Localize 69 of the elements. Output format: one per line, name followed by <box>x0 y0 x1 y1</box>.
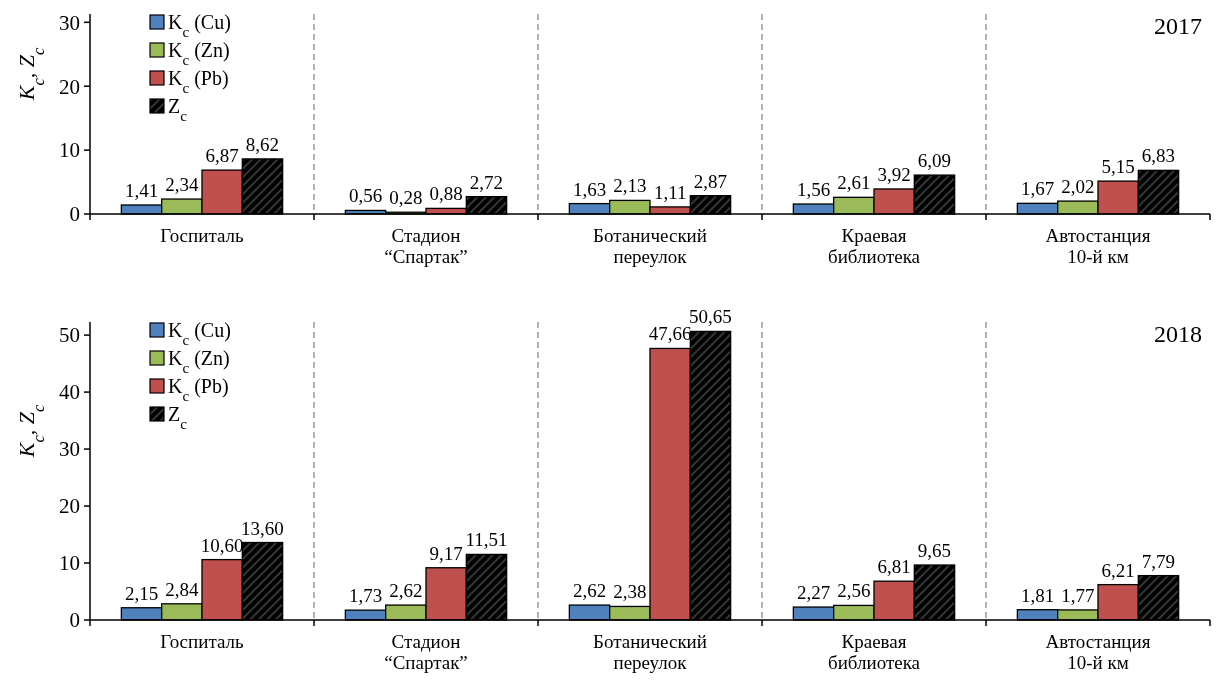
data-label: 2,56 <box>837 580 871 602</box>
x-tick-label: Ботанический переулок <box>593 225 707 267</box>
x-tick-label: Госпиталь <box>160 225 244 246</box>
y-tick-label: 0 <box>69 608 80 633</box>
y-tick-label: 30 <box>59 437 80 462</box>
data-label: 3,92 <box>877 163 911 185</box>
data-label: 0,56 <box>348 185 383 207</box>
data-label: 2,61 <box>837 172 871 194</box>
data-label: 8,62 <box>245 133 280 155</box>
annotation: 2017 <box>1154 13 1202 39</box>
x-tick-label: Автостанция 10-й км <box>1045 631 1151 673</box>
data-label: 1,63 <box>572 178 607 200</box>
x-tick-label: Краевая библиотека <box>827 225 921 267</box>
data-label: 1,81 <box>1020 584 1055 606</box>
x-tick-label: Стадион “Спартак” <box>384 225 468 267</box>
data-label: 2,62 <box>572 580 607 602</box>
y-tick-label: 30 <box>59 10 80 35</box>
data-label: 13,60 <box>241 517 284 539</box>
y-tick-label: 20 <box>59 74 80 99</box>
x-tick-label: Госпиталь <box>160 631 244 652</box>
data-label: 2,15 <box>124 582 159 604</box>
data-label: 6,83 <box>1141 145 1176 167</box>
data-label: 5,15 <box>1101 156 1135 178</box>
data-label: 1,77 <box>1061 584 1095 606</box>
annotation: 2018 <box>1154 321 1202 347</box>
data-label: 2,34 <box>165 174 199 196</box>
x-tick-label: Краевая библиотека <box>827 631 921 673</box>
y-tick-label: 10 <box>59 138 80 163</box>
data-label: 6,81 <box>877 556 911 578</box>
data-label: 1,73 <box>348 585 383 607</box>
data-label: 1,11 <box>653 181 687 203</box>
data-label: 2,02 <box>1061 176 1095 198</box>
data-label: 6,87 <box>205 145 239 167</box>
data-label: 0,28 <box>389 187 423 209</box>
legend-label: Z$_{c}$ <box>168 95 188 124</box>
data-label: 1,56 <box>796 179 831 201</box>
data-label: 6,09 <box>917 150 952 172</box>
data-label: 10,60 <box>200 534 244 556</box>
data-label: 1,67 <box>1020 178 1055 200</box>
x-tick-label: Ботанический переулок <box>593 631 707 673</box>
x-tick-label: Автостанция 10-й км <box>1045 225 1151 267</box>
legend-label: K$_{c}$ (Cu) <box>168 319 231 348</box>
y-tick-label: 40 <box>59 380 80 405</box>
data-label: 7,79 <box>1141 550 1176 572</box>
data-label: 2,84 <box>165 578 199 600</box>
data-label: 2,27 <box>796 582 831 604</box>
legend-label: K$_{c}$ (Pb) <box>168 67 229 96</box>
y-tick-label: 10 <box>59 551 80 576</box>
data-label: 2,72 <box>469 171 504 193</box>
y-tick-label: 20 <box>59 494 80 519</box>
data-label: 2,62 <box>389 580 423 602</box>
data-label: 2,87 <box>693 170 728 192</box>
legend-label: K$_{c}$ (Zn) <box>168 347 230 376</box>
y-tick-label: 50 <box>59 323 80 348</box>
data-label: 2,13 <box>613 175 647 197</box>
legend-label: K$_{c}$ (Zn) <box>168 39 230 68</box>
data-label: 11,51 <box>465 529 508 551</box>
data-label: 2,38 <box>613 581 647 603</box>
y-tick-label: 0 <box>69 202 80 227</box>
data-label: 50,65 <box>689 306 732 328</box>
legend-label: K$_{c}$ (Cu) <box>168 11 231 40</box>
data-label: 9,65 <box>917 540 952 562</box>
data-label: 6,21 <box>1101 559 1135 581</box>
x-tick-label: Стадион “Спартак” <box>384 631 468 673</box>
legend-label: K$_{c}$ (Pb) <box>168 375 229 404</box>
data-label: 0,88 <box>429 183 463 205</box>
data-label: 1,41 <box>124 179 159 201</box>
data-label: 9,17 <box>429 542 463 564</box>
legend-label: Z$_{c}$ <box>168 403 188 432</box>
